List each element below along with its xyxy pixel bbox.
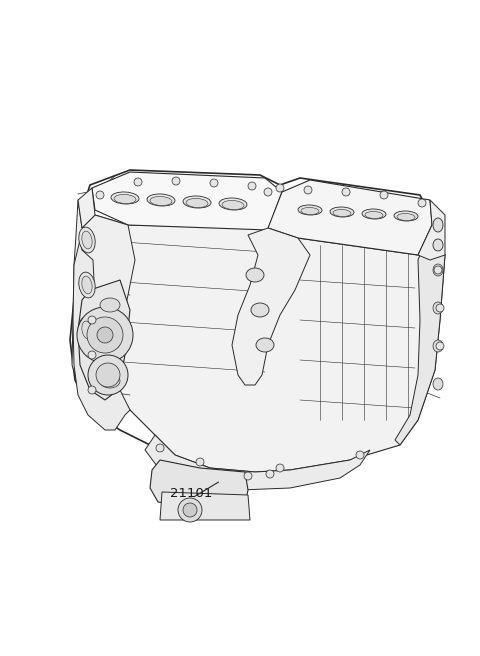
Ellipse shape: [82, 231, 92, 249]
Circle shape: [97, 327, 113, 343]
Ellipse shape: [219, 198, 247, 210]
Circle shape: [304, 186, 312, 194]
Circle shape: [276, 184, 284, 192]
Ellipse shape: [397, 213, 415, 220]
Polygon shape: [160, 492, 250, 520]
Ellipse shape: [222, 201, 244, 209]
Circle shape: [276, 464, 284, 472]
Polygon shape: [70, 170, 430, 485]
Ellipse shape: [301, 207, 319, 215]
Ellipse shape: [246, 268, 264, 282]
Circle shape: [88, 355, 128, 395]
Ellipse shape: [82, 321, 92, 339]
Ellipse shape: [330, 207, 354, 217]
Circle shape: [244, 472, 252, 480]
Ellipse shape: [100, 298, 120, 312]
Polygon shape: [93, 215, 445, 472]
Polygon shape: [145, 435, 370, 490]
Ellipse shape: [298, 205, 322, 215]
Circle shape: [134, 178, 142, 186]
Polygon shape: [78, 280, 130, 400]
Circle shape: [196, 458, 204, 466]
Ellipse shape: [394, 211, 418, 221]
Circle shape: [436, 304, 444, 312]
Ellipse shape: [100, 374, 120, 388]
Text: 21101: 21101: [170, 487, 213, 500]
Ellipse shape: [256, 338, 274, 352]
Circle shape: [88, 351, 96, 359]
Polygon shape: [150, 460, 248, 508]
Ellipse shape: [333, 209, 351, 216]
Ellipse shape: [79, 272, 95, 298]
Ellipse shape: [433, 239, 443, 251]
Circle shape: [434, 266, 442, 274]
Ellipse shape: [183, 196, 211, 208]
Polygon shape: [73, 240, 130, 430]
Circle shape: [210, 179, 218, 187]
Ellipse shape: [114, 194, 136, 203]
Circle shape: [264, 188, 272, 196]
Circle shape: [156, 444, 164, 452]
Ellipse shape: [251, 303, 269, 317]
Circle shape: [88, 386, 96, 394]
Polygon shape: [92, 172, 282, 230]
Ellipse shape: [186, 199, 208, 207]
Circle shape: [77, 307, 133, 363]
Ellipse shape: [433, 218, 443, 232]
Circle shape: [436, 342, 444, 350]
Ellipse shape: [433, 378, 443, 390]
Circle shape: [266, 470, 274, 478]
Circle shape: [248, 182, 256, 190]
Circle shape: [178, 498, 202, 522]
Ellipse shape: [79, 227, 95, 253]
Circle shape: [183, 503, 197, 517]
Circle shape: [87, 317, 123, 353]
Ellipse shape: [433, 264, 443, 276]
Polygon shape: [78, 188, 95, 228]
Polygon shape: [395, 225, 445, 445]
Ellipse shape: [365, 211, 383, 218]
Ellipse shape: [100, 336, 120, 350]
Ellipse shape: [362, 209, 386, 219]
Polygon shape: [418, 200, 445, 260]
Ellipse shape: [82, 276, 92, 294]
Polygon shape: [232, 228, 310, 385]
Ellipse shape: [111, 192, 139, 204]
Ellipse shape: [433, 340, 443, 352]
Ellipse shape: [150, 196, 172, 205]
Circle shape: [96, 191, 104, 199]
Circle shape: [418, 199, 426, 207]
Ellipse shape: [147, 194, 175, 206]
Ellipse shape: [79, 317, 95, 343]
Circle shape: [88, 316, 96, 324]
Circle shape: [172, 177, 180, 185]
Polygon shape: [268, 180, 432, 255]
Ellipse shape: [433, 302, 443, 314]
Polygon shape: [72, 200, 135, 395]
Circle shape: [342, 188, 350, 196]
Circle shape: [380, 191, 388, 199]
Circle shape: [96, 363, 120, 387]
Circle shape: [356, 451, 364, 459]
